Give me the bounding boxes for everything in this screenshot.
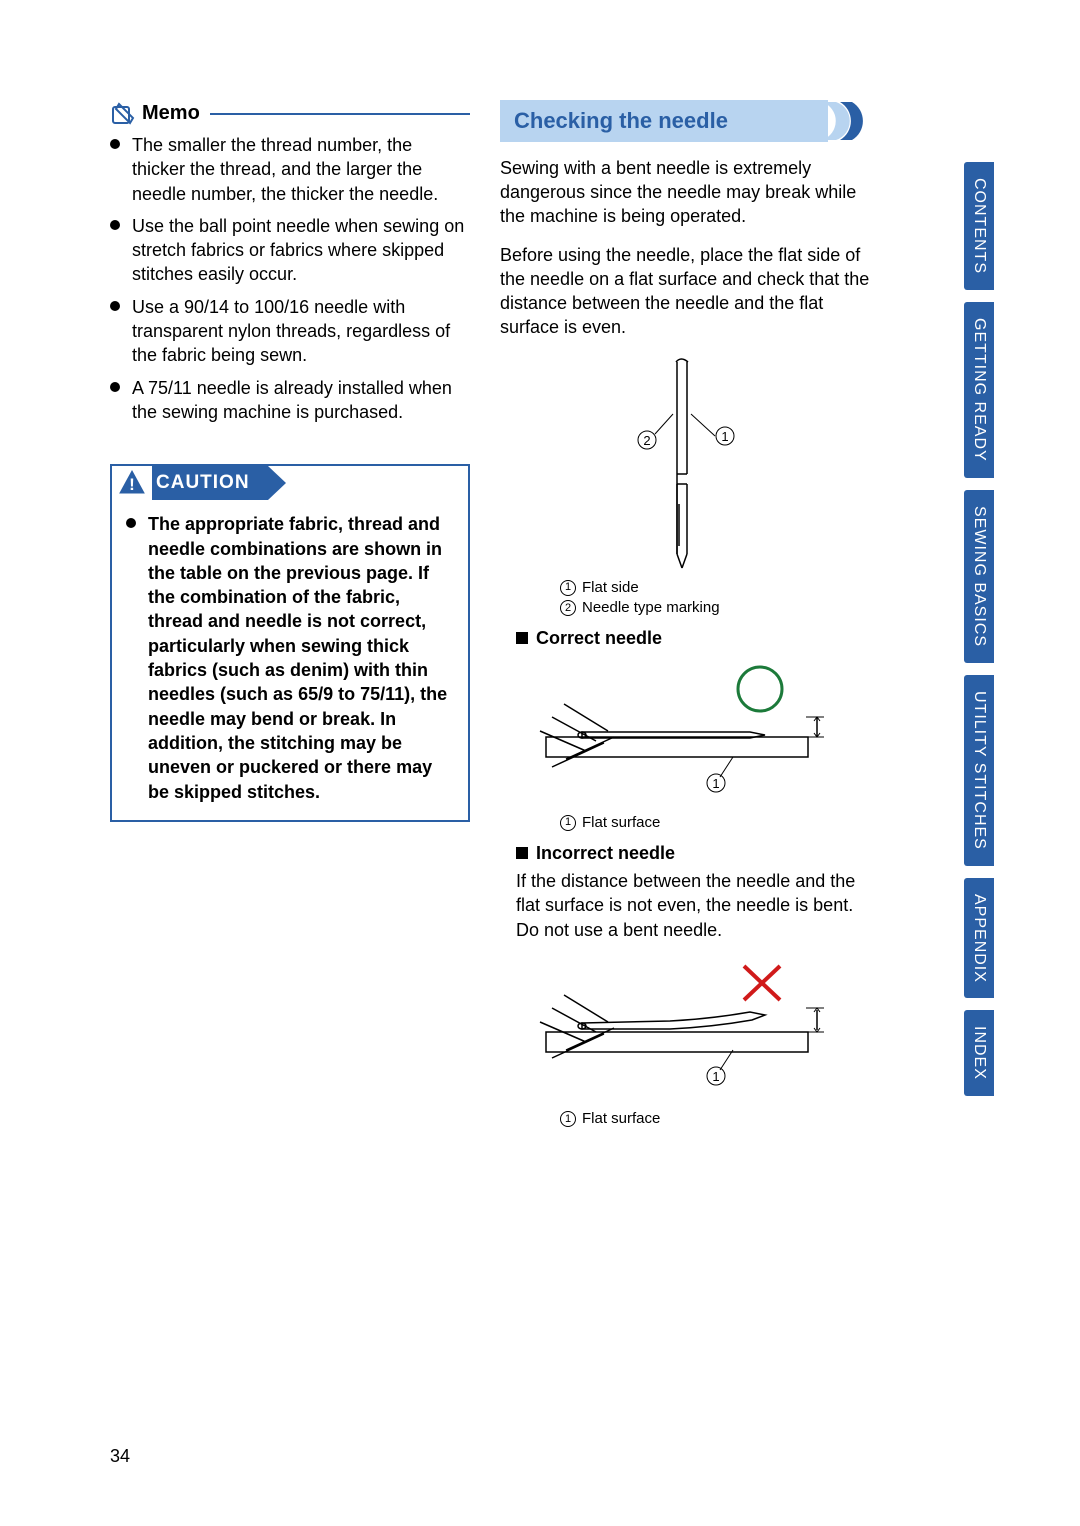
tab-utility-stitches[interactable]: UTILITY STITCHES — [964, 675, 994, 866]
legend-flat-side: Flat side — [582, 578, 639, 598]
intro-text-1: Sewing with a bent needle is extremely d… — [500, 156, 870, 229]
legend-flat-surface-1: Flat surface — [582, 813, 660, 833]
incorrect-needle-heading: Incorrect needle — [516, 841, 870, 865]
memo-title: Memo — [142, 100, 200, 127]
memo-header: Memo — [110, 100, 470, 127]
caution-header: ! CAUTION — [112, 466, 468, 500]
caution-icon: ! — [118, 469, 146, 497]
svg-text:1: 1 — [712, 776, 719, 791]
caution-title: CAUTION — [152, 466, 268, 500]
caution-text: The appropriate fabric, thread and needl… — [148, 512, 454, 804]
caution-box: ! CAUTION The appropriate fabric, thread… — [110, 464, 470, 822]
svg-text:1: 1 — [712, 1069, 719, 1084]
correct-needle-diagram: 1 — [530, 659, 840, 809]
memo-icon — [110, 101, 136, 127]
correct-needle-heading: Correct needle — [516, 626, 870, 650]
incorrect-legend: 1Flat surface — [560, 1109, 870, 1129]
tab-contents[interactable]: CONTENTS — [964, 162, 994, 290]
svg-text:2: 2 — [643, 433, 650, 448]
needle-legend: 1Flat side 2Needle type marking — [560, 578, 870, 619]
memo-rule — [210, 113, 470, 115]
tab-appendix[interactable]: APPENDIX — [964, 878, 994, 999]
svg-text:!: ! — [129, 475, 135, 494]
section-title: Checking the needle — [500, 100, 828, 142]
tab-sewing-basics[interactable]: SEWING BASICS — [964, 490, 994, 663]
svg-text:1: 1 — [721, 429, 728, 444]
memo-list: The smaller the thread number, the thick… — [110, 133, 470, 424]
legend-marking: Needle type marking — [582, 598, 720, 618]
side-tabs: CONTENTS GETTING READY SEWING BASICS UTI… — [964, 162, 994, 1096]
intro-text-2: Before using the needle, place the flat … — [500, 243, 870, 340]
needle-diagram: 1 2 — [575, 354, 795, 574]
tab-getting-ready[interactable]: GETTING READY — [964, 302, 994, 478]
memo-item: A 75/11 needle is already installed when… — [132, 376, 470, 425]
caution-arrow-deco — [268, 466, 286, 500]
tab-index[interactable]: INDEX — [964, 1010, 994, 1096]
memo-item: Use a 90/14 to 100/16 needle with transp… — [132, 295, 470, 368]
legend-flat-surface-2: Flat surface — [582, 1109, 660, 1129]
incorrect-needle-diagram: 1 — [530, 950, 840, 1105]
memo-item: The smaller the thread number, the thick… — [132, 133, 470, 206]
page-number: 34 — [110, 1444, 130, 1468]
incorrect-needle-text: If the distance between the needle and t… — [516, 869, 870, 942]
memo-item: Use the ball point needle when sewing on… — [132, 214, 470, 287]
correct-legend: 1Flat surface — [560, 813, 870, 833]
header-arc-icon — [822, 102, 870, 140]
